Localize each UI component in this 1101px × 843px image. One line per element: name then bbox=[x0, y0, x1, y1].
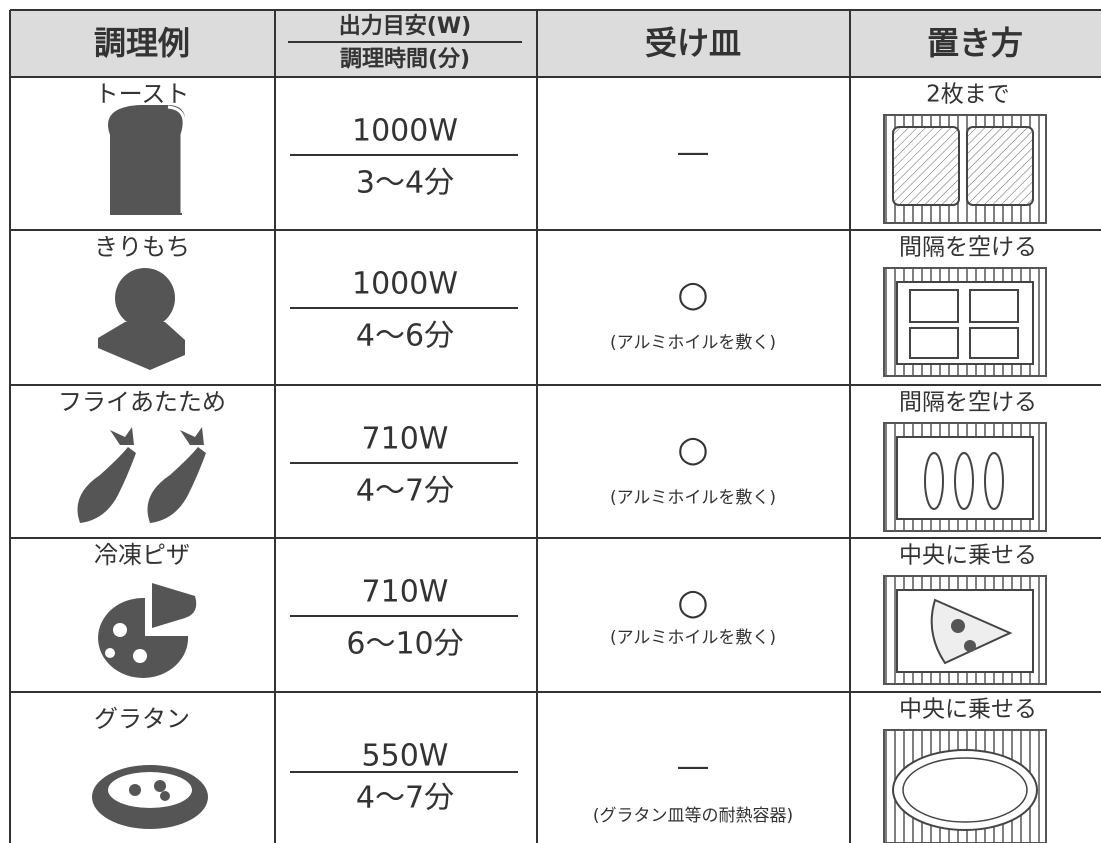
header-cell: 受け皿 bbox=[645, 24, 741, 62]
row: グラタン 550W 4～7分 ― (グラタン皿等の耐熱容器) 中央に乗せる bbox=[92, 697, 1047, 843]
header-cell: 調理例 bbox=[94, 24, 190, 62]
placement: 中央に乗せる bbox=[899, 543, 1037, 569]
shrimp-icon bbox=[77, 427, 206, 523]
tray-note: (アルミホイルを敷く) bbox=[610, 488, 776, 508]
food-name: グラタン bbox=[94, 705, 190, 733]
time: 4～7分 bbox=[356, 474, 454, 509]
table-grid bbox=[9, 9, 1101, 843]
power: 710W bbox=[362, 575, 449, 610]
power: 550W bbox=[362, 739, 449, 774]
placement: 中央に乗せる bbox=[899, 697, 1037, 723]
time: 4～6分 bbox=[356, 319, 454, 354]
food-name: 冷凍ピザ bbox=[94, 541, 190, 569]
placement: 間隔を空ける bbox=[899, 390, 1037, 416]
tray: ○ bbox=[677, 429, 708, 470]
placement: 2枚まで bbox=[926, 82, 1010, 108]
tray: ― bbox=[678, 136, 708, 171]
placement: 間隔を空ける bbox=[899, 235, 1037, 261]
row: トースト 1000W 3～4分 ― 2枚まで bbox=[95, 80, 1047, 224]
power: 1000W bbox=[352, 267, 458, 302]
row: フライあたため 710W 4～7分 ○ (アルミホイルを敷く) 間隔を空ける bbox=[58, 388, 1047, 532]
tray: ○ bbox=[677, 582, 708, 623]
power: 1000W bbox=[352, 114, 458, 149]
tray: ○ bbox=[677, 274, 708, 315]
food-name: フライあたため bbox=[58, 388, 226, 416]
tray-note: (グラタン皿等の耐熱容器) bbox=[593, 806, 793, 826]
header-cell: 調理時間(分) bbox=[340, 47, 470, 72]
tray-note: (アルミホイルを敷く) bbox=[610, 628, 776, 648]
power: 710W bbox=[362, 422, 449, 457]
row: きりもち 1000W 4～6分 ○ (アルミホイルを敷く) 間隔を空ける bbox=[94, 233, 1047, 377]
food-name: きりもち bbox=[94, 233, 190, 261]
tray-note: (アルミホイルを敷く) bbox=[610, 333, 776, 353]
header-cell: 出力目安(W) bbox=[339, 13, 471, 39]
toast-icon bbox=[108, 105, 186, 215]
header-cell: 置き方 bbox=[927, 24, 1023, 62]
time: 3～4分 bbox=[356, 166, 454, 201]
time: 4～7分 bbox=[356, 781, 454, 816]
pizza-icon bbox=[98, 583, 197, 678]
food-name: トースト bbox=[95, 80, 190, 108]
gratin-icon bbox=[92, 765, 208, 829]
tray: ― bbox=[678, 750, 708, 785]
header-bg bbox=[10, 10, 1101, 77]
row: 冷凍ピザ 710W 6～10分 ○ (アルミホイルを敷く) 中央に乗せる bbox=[94, 541, 1047, 685]
mochi-icon bbox=[115, 268, 175, 328]
time: 6～10分 bbox=[346, 627, 463, 662]
